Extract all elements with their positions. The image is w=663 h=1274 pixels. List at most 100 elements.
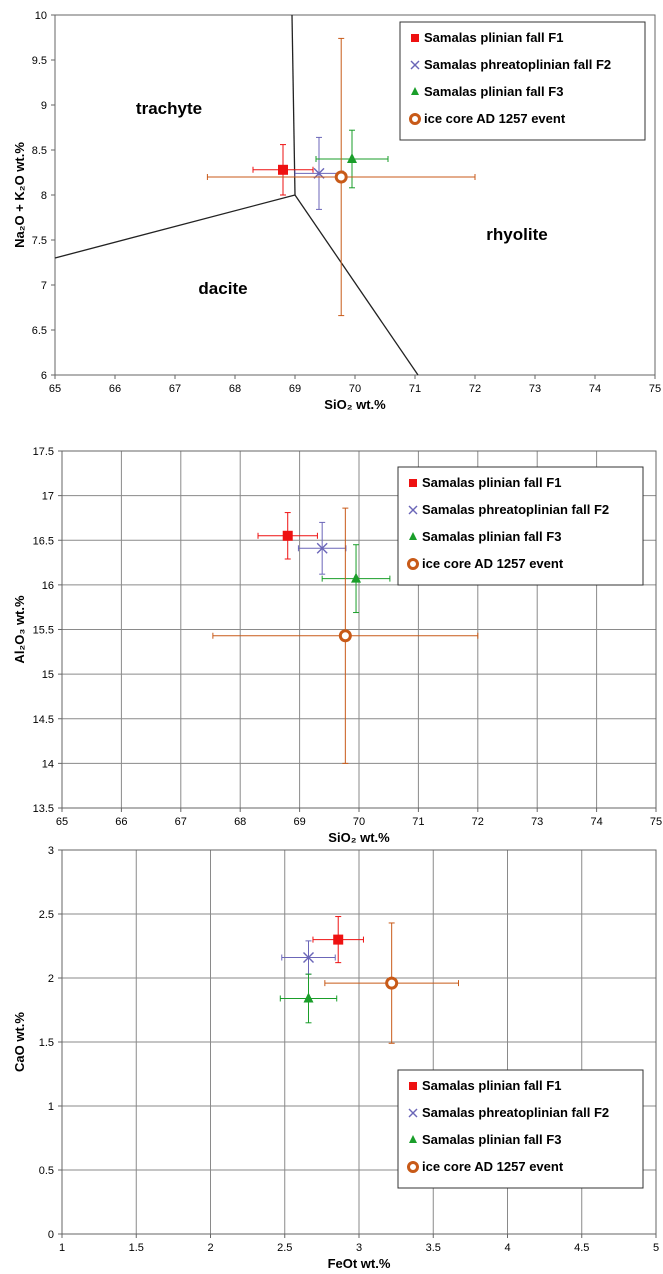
- x-tick-label: 65: [49, 383, 61, 395]
- data-point-marker: [385, 976, 399, 990]
- data-point-series-2: [281, 940, 336, 975]
- field-label-rhyolite: rhyolite: [486, 225, 547, 244]
- x-tick-label: 66: [109, 383, 121, 395]
- x-tick-label: 74: [589, 383, 601, 395]
- y-tick-label: 0.5: [39, 1165, 54, 1177]
- legend: Samalas plinian fall F1 Samalas phreatopl…: [397, 466, 644, 586]
- legend-box: [397, 1069, 644, 1189]
- legend-label: ice core AD 1257 event: [422, 556, 564, 571]
- x-tick-label: 4.5: [574, 1242, 589, 1254]
- y-tick-label: 3: [48, 845, 54, 857]
- data-point-marker: [303, 952, 315, 964]
- data-point-series-4: [212, 507, 479, 764]
- x-tick-label: 67: [175, 816, 187, 828]
- data-point-marker: [282, 530, 293, 541]
- legend-label: Samalas plinian fall F3: [424, 84, 563, 99]
- y-tick-label: 2: [48, 973, 54, 985]
- legend-marker: [411, 87, 419, 95]
- x-tick-label: 72: [472, 816, 484, 828]
- data-point-series-4: [206, 37, 476, 317]
- chart-3: 1 1.5 2 2.5 3 3.5 4 4.5 5 0 0.5 1 1.5 2 2.5 3 FeOt wt.% C…: [12, 845, 659, 1271]
- y-tick-label: 9: [41, 100, 47, 112]
- legend-marker: [409, 1082, 417, 1090]
- legend-marker: [409, 479, 417, 487]
- legend-marker: [408, 1108, 418, 1118]
- x-tick-label: 2: [207, 1242, 213, 1254]
- y-tick-label: 0: [48, 1229, 54, 1241]
- x-tick-label: 70: [349, 383, 361, 395]
- x-tick-label: 5: [653, 1242, 659, 1254]
- field-label-dacite: dacite: [198, 279, 247, 298]
- x-tick-label: 75: [650, 816, 662, 828]
- x-tick-label: 69: [293, 816, 305, 828]
- legend-marker: [411, 34, 419, 42]
- data-point-marker: [351, 572, 362, 583]
- x-tick-label: 71: [412, 816, 424, 828]
- legend-marker-stroke-b: [408, 1108, 418, 1118]
- y-axis-label: Na₂O + K₂O wt.%: [12, 142, 27, 248]
- field-label-trachyte: trachyte: [136, 99, 202, 118]
- y-tick-label: 10: [35, 10, 47, 22]
- y-tick-label: 1: [48, 1101, 54, 1113]
- y-tick-label: 14: [42, 758, 54, 770]
- x-tick-label: 4: [504, 1242, 510, 1254]
- data-point-marker: [278, 164, 288, 175]
- x-tick-label: 65: [56, 816, 68, 828]
- legend-marker: [407, 558, 419, 570]
- y-tick-label: 8.5: [32, 145, 47, 157]
- y-tick-label: 6.5: [32, 325, 47, 337]
- y-axis-label: CaO wt.%: [12, 1012, 27, 1072]
- legend-marker: [410, 60, 420, 70]
- x-tick-label: 66: [115, 816, 127, 828]
- x-tick-label: 70: [353, 816, 365, 828]
- chart-1: 65 66 67 68 69 70 71 72 73 74 75 6 6.5 7 7.5 8 8.5 9 9.5 10…: [12, 10, 661, 412]
- legend-box: [397, 466, 644, 586]
- y-tick-label: 8: [41, 190, 47, 202]
- data-point-marker-stroke-b: [316, 542, 328, 554]
- y-tick-label: 7.5: [32, 235, 47, 247]
- legend-label: Samalas plinian fall F1: [424, 30, 563, 45]
- y-tick-label: 14.5: [33, 714, 54, 726]
- x-tick-label: 1.5: [129, 1242, 144, 1254]
- legend: Samalas plinian fall F1 Samalas phreatopl…: [399, 21, 646, 141]
- data-point-series-3: [279, 973, 338, 1024]
- data-point-marker: [303, 992, 314, 1003]
- data-point-series-3: [321, 544, 391, 614]
- y-tick-label: 6: [41, 370, 47, 382]
- x-tick-label: 73: [529, 383, 541, 395]
- x-tick-label: 73: [531, 816, 543, 828]
- legend-label: Samalas plinian fall F1: [422, 1078, 561, 1093]
- y-tick-label: 2.5: [39, 909, 54, 921]
- data-point-series-1: [257, 512, 318, 560]
- y-tick-label: 16.5: [33, 535, 54, 547]
- data-point-marker: [338, 629, 352, 643]
- data-point-series-1: [252, 144, 314, 196]
- field-boundary: [291, 14, 296, 196]
- y-axis-label: Al₂O₃ wt.%: [12, 595, 27, 664]
- legend-label: ice core AD 1257 event: [422, 1159, 564, 1174]
- x-tick-label: 1: [59, 1242, 65, 1254]
- data-point-marker: [334, 170, 348, 184]
- field-boundary: [294, 194, 419, 376]
- legend-marker-stroke-b: [410, 60, 420, 70]
- legend-label: Samalas plinian fall F3: [422, 529, 561, 544]
- data-point-series-3: [315, 129, 389, 189]
- legend-marker: [409, 532, 417, 540]
- x-tick-label: 72: [469, 383, 481, 395]
- field-boundary: [54, 194, 296, 259]
- x-axis-label: SiO₂ wt.%: [328, 830, 390, 845]
- legend-box: [399, 21, 646, 141]
- x-tick-label: 67: [169, 383, 181, 395]
- data-point-series-2: [297, 521, 347, 575]
- legend-marker-stroke-b: [408, 505, 418, 515]
- data-point-marker-stroke-b: [303, 952, 315, 964]
- x-tick-label: 71: [409, 383, 421, 395]
- y-tick-label: 16: [42, 580, 54, 592]
- chart-2: 65 66 67 68 69 70 71 72 73 74 75 13.5 14 14.5 15 15.5 16…: [12, 446, 662, 845]
- legend-label: Samalas phreatoplinian fall F2: [424, 57, 611, 72]
- x-tick-label: 68: [229, 383, 241, 395]
- x-tick-label: 3.5: [426, 1242, 441, 1254]
- y-tick-label: 7: [41, 280, 47, 292]
- x-tick-label: 69: [289, 383, 301, 395]
- y-tick-label: 15: [42, 669, 54, 681]
